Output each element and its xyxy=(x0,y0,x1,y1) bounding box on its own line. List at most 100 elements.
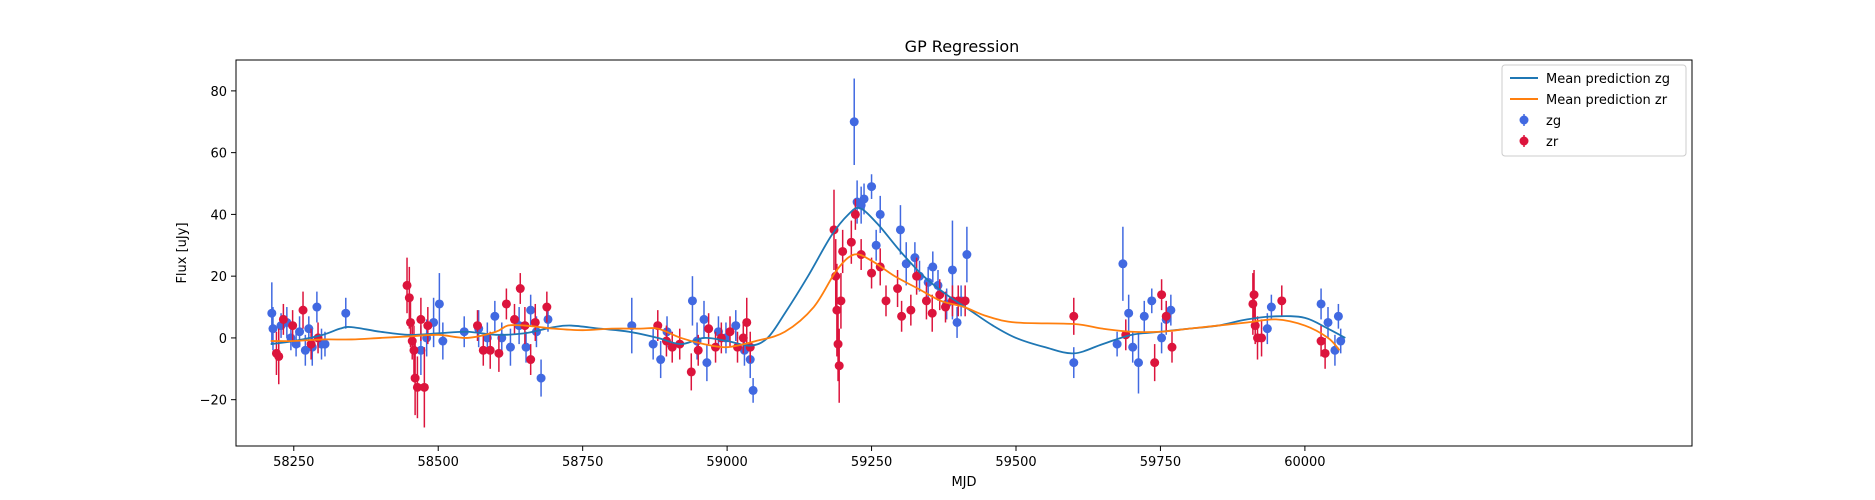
data-point-zg xyxy=(1069,358,1079,368)
data-point-zg xyxy=(1112,339,1122,349)
x-tick-label: 58250 xyxy=(273,455,314,470)
data-point-zr xyxy=(410,373,420,383)
data-point-zg xyxy=(947,265,957,275)
x-tick-label: 60000 xyxy=(1284,455,1325,470)
data-point-zr xyxy=(912,271,922,281)
data-point-zr xyxy=(1249,290,1259,300)
data-point-zg xyxy=(526,305,536,315)
data-point-zr xyxy=(667,342,677,352)
data-point-zr xyxy=(1277,296,1287,306)
data-point-zg xyxy=(859,194,869,204)
data-point-zr xyxy=(846,237,856,247)
x-axis-label: MJD xyxy=(951,475,976,490)
plot-area xyxy=(267,78,1346,428)
data-point-zg xyxy=(910,253,920,263)
data-point-zr xyxy=(1167,342,1177,352)
x-tick-label: 59500 xyxy=(995,455,1036,470)
y-tick-label: −20 xyxy=(200,394,227,409)
data-point-zg xyxy=(300,345,310,355)
data-point-zg xyxy=(849,117,859,127)
data-point-zg xyxy=(490,311,500,321)
data-point-zg xyxy=(416,345,426,355)
data-point-zg xyxy=(702,358,712,368)
data-point-zg xyxy=(341,308,351,318)
x-tick-label: 58750 xyxy=(562,455,603,470)
data-point-zg xyxy=(1124,308,1134,318)
data-point-zr xyxy=(306,339,316,349)
data-point-zr xyxy=(850,209,860,219)
data-point-zr xyxy=(704,324,714,334)
y-tick-label: 40 xyxy=(210,208,227,223)
data-point-zg xyxy=(1323,317,1333,327)
data-point-zr xyxy=(278,314,288,324)
data-point-zg xyxy=(1336,336,1346,346)
legend-label-zr-prediction: Mean prediction zr xyxy=(1546,93,1668,108)
prediction-line-zr xyxy=(270,253,1341,351)
data-point-zg xyxy=(928,262,938,272)
data-point-zr xyxy=(1248,299,1258,309)
legend-marker-zr xyxy=(1519,136,1529,146)
data-point-zr xyxy=(409,345,419,355)
x-tick-label: 59000 xyxy=(706,455,747,470)
data-point-zg xyxy=(648,339,658,349)
data-point-zr xyxy=(1161,311,1171,321)
data-point-zr xyxy=(927,308,937,318)
data-point-zr xyxy=(1316,336,1326,346)
data-point-zg xyxy=(1157,333,1167,343)
data-point-zr xyxy=(833,339,843,349)
data-point-zg xyxy=(962,250,972,260)
data-point-zg xyxy=(1147,296,1157,306)
data-point-zg xyxy=(268,324,278,334)
data-point-zr xyxy=(832,305,842,315)
data-point-zg xyxy=(438,336,448,346)
data-point-zr xyxy=(530,317,540,327)
y-tick-label: 80 xyxy=(210,85,227,100)
data-point-zr xyxy=(274,351,284,361)
data-point-zr xyxy=(412,382,422,392)
legend-label-zg-prediction: Mean prediction zg xyxy=(1546,72,1670,87)
data-point-zr xyxy=(526,355,536,365)
data-point-zr xyxy=(494,348,504,358)
data-point-zg xyxy=(1128,342,1138,352)
data-point-zr xyxy=(836,296,846,306)
data-point-zg xyxy=(267,308,277,318)
data-point-zg xyxy=(1262,324,1272,334)
data-point-zr xyxy=(416,314,426,324)
data-point-zg xyxy=(295,327,305,337)
data-point-zg xyxy=(1266,302,1276,312)
x-axis: 58250 58500 58750 59000 59250 59500 59750 60000 xyxy=(273,446,1326,470)
data-point-zr xyxy=(935,290,945,300)
data-point-zr xyxy=(742,317,752,327)
data-point-zr xyxy=(478,345,488,355)
data-point-zr xyxy=(838,246,848,256)
data-point-zr xyxy=(1157,290,1167,300)
data-point-zg xyxy=(748,385,758,395)
data-point-zr xyxy=(288,321,298,331)
data-point-zr xyxy=(725,327,735,337)
data-point-zr xyxy=(867,268,877,278)
plot-frame xyxy=(235,59,1693,447)
data-point-zr xyxy=(686,367,696,377)
data-point-zg xyxy=(543,314,553,324)
data-point-zr xyxy=(298,305,308,315)
data-point-zg xyxy=(1118,259,1128,269)
data-point-zr xyxy=(419,382,429,392)
data-point-zg xyxy=(699,314,709,324)
data-point-zr xyxy=(473,321,483,331)
data-point-zg xyxy=(952,317,962,327)
data-point-zr xyxy=(1069,311,1079,321)
data-point-zr xyxy=(404,293,414,303)
data-point-zg xyxy=(1133,358,1143,368)
data-point-zr xyxy=(1257,333,1267,343)
data-point-zg xyxy=(875,209,885,219)
data-point-zr xyxy=(897,311,907,321)
data-point-zg xyxy=(867,182,877,192)
data-point-zr xyxy=(941,302,951,312)
data-point-zg xyxy=(895,225,905,235)
data-point-zg xyxy=(1333,311,1343,321)
data-point-zr xyxy=(960,296,970,306)
y-tick-label: 0 xyxy=(219,332,227,347)
legend-marker-zg xyxy=(1519,115,1529,125)
data-point-zr xyxy=(881,296,891,306)
